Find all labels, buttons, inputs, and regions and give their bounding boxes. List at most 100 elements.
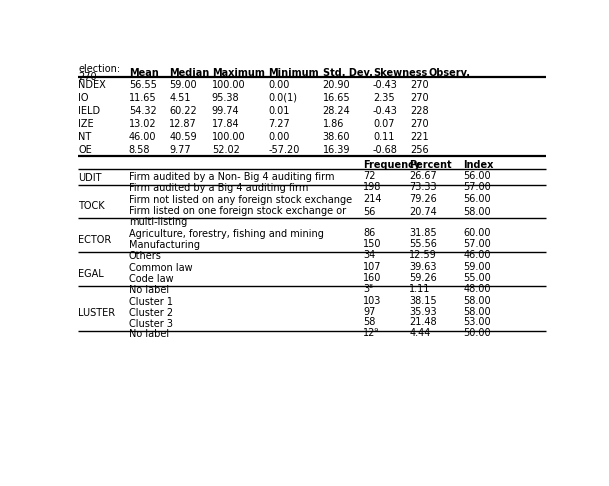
Text: 59.26: 59.26: [409, 273, 437, 283]
Text: 4.44: 4.44: [409, 328, 431, 338]
Text: 0.11: 0.11: [373, 132, 394, 142]
Text: -0.68: -0.68: [373, 145, 398, 156]
Text: 12.59: 12.59: [409, 250, 437, 260]
Text: Cluster 2: Cluster 2: [129, 308, 173, 318]
Text: OE: OE: [79, 145, 92, 156]
Text: Manufacturing: Manufacturing: [129, 240, 200, 250]
Text: 13.02: 13.02: [129, 119, 157, 129]
Text: 38.60: 38.60: [323, 132, 350, 142]
Text: 55.00: 55.00: [463, 273, 491, 283]
Text: Code law: Code law: [129, 274, 174, 284]
Text: 20.90: 20.90: [323, 80, 350, 90]
Text: 160: 160: [363, 273, 381, 283]
Text: 20.74: 20.74: [409, 207, 437, 217]
Text: 34: 34: [363, 250, 375, 260]
Text: NDEX: NDEX: [79, 80, 106, 90]
Text: 56.00: 56.00: [463, 194, 491, 204]
Text: 100.00: 100.00: [212, 80, 245, 90]
Text: 12.87: 12.87: [169, 119, 197, 129]
Text: Others: Others: [129, 251, 162, 261]
Text: IO: IO: [79, 93, 89, 103]
Text: Mean: Mean: [129, 68, 158, 78]
Text: 0.00: 0.00: [269, 80, 290, 90]
Text: 50.00: 50.00: [463, 328, 491, 338]
Text: 11.65: 11.65: [129, 93, 157, 103]
Text: 59.00: 59.00: [169, 80, 197, 90]
Text: 53.00: 53.00: [463, 317, 491, 328]
Text: 58.00: 58.00: [463, 296, 491, 306]
Text: 0.01: 0.01: [269, 106, 290, 116]
Text: 221: 221: [410, 132, 429, 142]
Text: 97: 97: [363, 307, 375, 317]
Text: Firm listed on one foreign stock exchange or: Firm listed on one foreign stock exchang…: [129, 206, 346, 216]
Text: 228: 228: [410, 106, 429, 116]
Text: 100.00: 100.00: [212, 132, 245, 142]
Text: 214: 214: [363, 194, 381, 204]
Text: 28.24: 28.24: [323, 106, 350, 116]
Text: 79.26: 79.26: [409, 194, 437, 204]
Text: 0.07: 0.07: [373, 119, 395, 129]
Text: ECTOR: ECTOR: [79, 235, 111, 245]
Text: Agriculture, forestry, fishing and mining: Agriculture, forestry, fishing and minin…: [129, 229, 324, 239]
Text: 4.51: 4.51: [169, 93, 191, 103]
Text: 73.33: 73.33: [409, 182, 437, 192]
Text: -0.43: -0.43: [373, 80, 398, 90]
Text: Firm audited by a Non- Big 4 auditing firm: Firm audited by a Non- Big 4 auditing fi…: [129, 172, 334, 182]
Text: election:: election:: [79, 65, 121, 74]
Text: Cluster 3: Cluster 3: [129, 319, 173, 329]
Text: 55.56: 55.56: [409, 239, 437, 249]
Text: 57.00: 57.00: [463, 239, 491, 249]
Text: 150: 150: [363, 239, 381, 249]
Text: 103: 103: [363, 296, 381, 306]
Text: LUSTER: LUSTER: [79, 308, 116, 318]
Text: 270: 270: [79, 72, 97, 82]
Text: 9.77: 9.77: [169, 145, 191, 156]
Text: -57.20: -57.20: [269, 145, 300, 156]
Text: Frequency: Frequency: [363, 160, 420, 170]
Text: multi-listing: multi-listing: [129, 217, 187, 227]
Text: 31.85: 31.85: [409, 228, 437, 238]
Text: 99.74: 99.74: [212, 106, 239, 116]
Text: 56: 56: [363, 207, 375, 217]
Text: 16.65: 16.65: [323, 93, 350, 103]
Text: 48.00: 48.00: [463, 283, 491, 294]
Text: Common law: Common law: [129, 263, 192, 273]
Text: 46.00: 46.00: [129, 132, 157, 142]
Text: 270: 270: [410, 119, 429, 129]
Text: -0.43: -0.43: [373, 106, 398, 116]
Text: 40.59: 40.59: [169, 132, 197, 142]
Text: 107: 107: [363, 262, 381, 272]
Text: 59.00: 59.00: [463, 262, 491, 272]
Text: Cluster 1: Cluster 1: [129, 297, 173, 307]
Text: 7.27: 7.27: [269, 119, 290, 129]
Text: 26.67: 26.67: [409, 171, 437, 181]
Text: UDIT: UDIT: [79, 173, 102, 183]
Text: NT: NT: [79, 132, 92, 142]
Text: 270: 270: [410, 93, 429, 103]
Text: 86: 86: [363, 228, 375, 238]
Text: 52.02: 52.02: [212, 145, 239, 156]
Text: 16.39: 16.39: [323, 145, 350, 156]
Text: 54.32: 54.32: [129, 106, 157, 116]
Text: 72: 72: [363, 171, 375, 181]
Text: 1.11: 1.11: [409, 283, 431, 294]
Text: TOCK: TOCK: [79, 201, 105, 211]
Text: Median: Median: [169, 68, 209, 78]
Text: 1.86: 1.86: [323, 119, 344, 129]
Text: Std. Dev.: Std. Dev.: [323, 68, 373, 78]
Text: 39.63: 39.63: [409, 262, 437, 272]
Text: 60.22: 60.22: [169, 106, 197, 116]
Text: 0.00: 0.00: [269, 132, 290, 142]
Text: Skewness: Skewness: [373, 68, 427, 78]
Text: IZE: IZE: [79, 119, 94, 129]
Text: 17.84: 17.84: [212, 119, 239, 129]
Text: IELD: IELD: [79, 106, 100, 116]
Text: 38.15: 38.15: [409, 296, 437, 306]
Text: Index: Index: [463, 160, 494, 170]
Text: 56.00: 56.00: [463, 171, 491, 181]
Text: 12⁹: 12⁹: [363, 328, 379, 338]
Text: 3⁸: 3⁸: [363, 283, 373, 294]
Text: 58: 58: [363, 317, 375, 328]
Text: 58.00: 58.00: [463, 307, 491, 317]
Text: EGAL: EGAL: [79, 269, 104, 279]
